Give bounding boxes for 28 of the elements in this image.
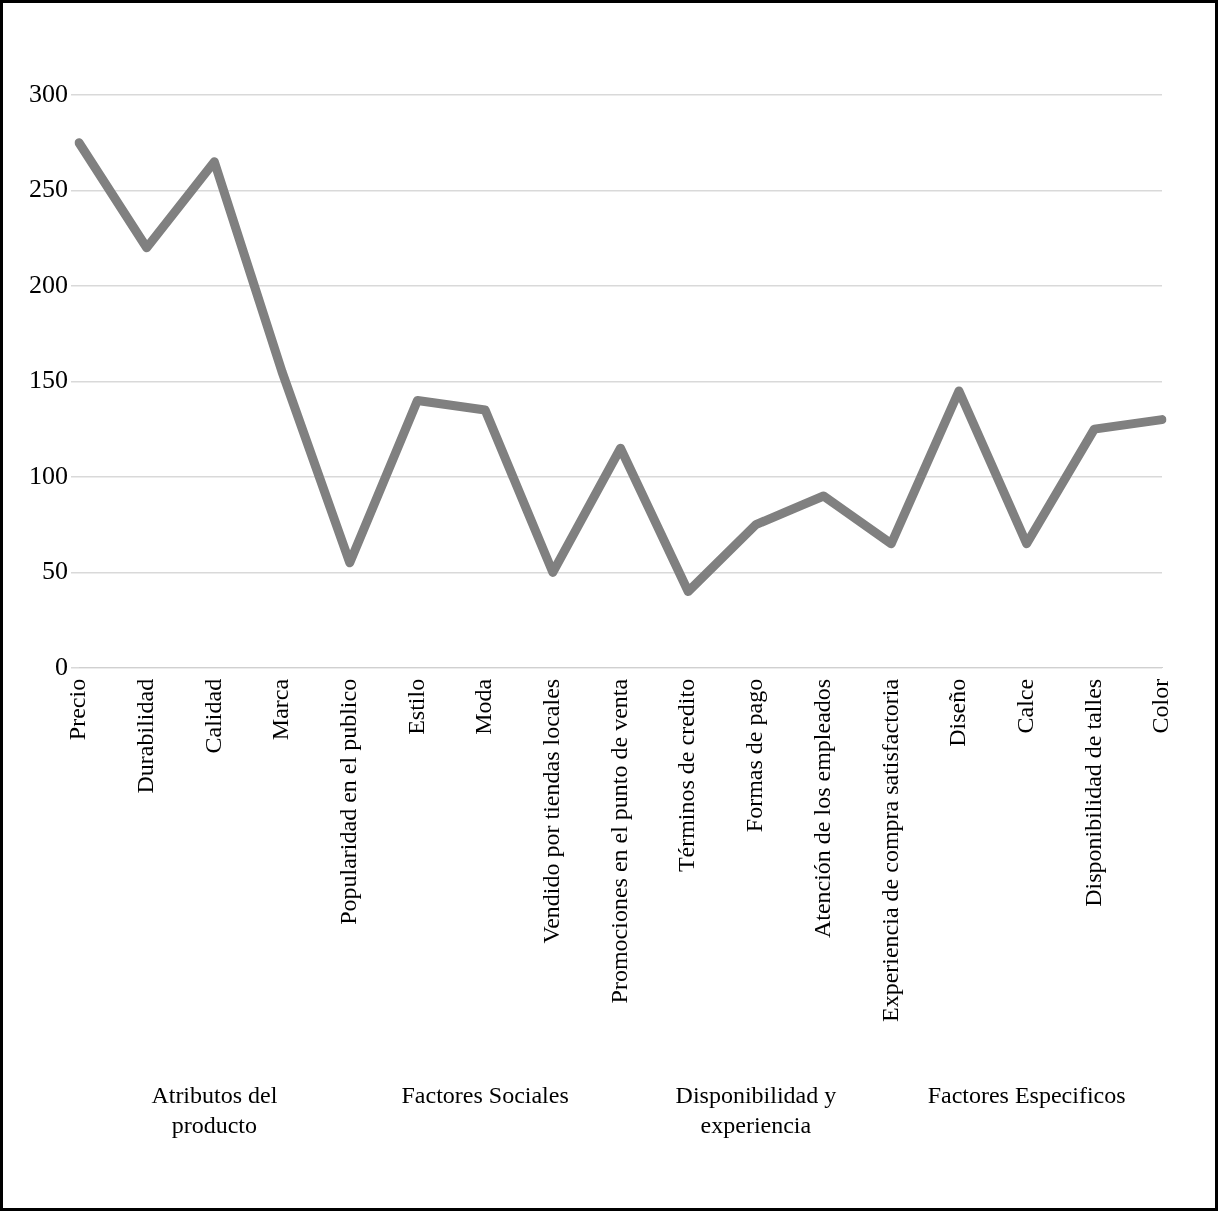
x-tick-label: Términos de credito xyxy=(673,678,700,873)
text: Factores Sociales xyxy=(401,1082,569,1109)
text: Factores Especificos xyxy=(927,1082,1126,1109)
x-tick-label: Estilo xyxy=(402,678,429,735)
x-tick-label: Vendido por tiendas locales xyxy=(538,678,565,944)
y-tick-label: 200 xyxy=(29,269,68,299)
x-tick-label: Experiencia de compra satisfactoria xyxy=(876,678,903,1023)
x-tick-label: Precio xyxy=(64,678,91,741)
x-tick-label: Promociones en el punto de venta xyxy=(605,678,632,1004)
y-tick-label: 50 xyxy=(42,556,68,586)
y-tick-label: 0 xyxy=(55,651,68,681)
x-tick-label: Durabilidad xyxy=(131,678,158,794)
x-tick-label: Moda xyxy=(470,678,497,735)
x-tick-label: Marca xyxy=(267,678,294,741)
y-tick-label: 100 xyxy=(29,460,68,490)
text: Disponibilidad y experiencia xyxy=(675,1082,837,1139)
x-tick-label: Calidad xyxy=(199,678,226,754)
text: Atributos del producto xyxy=(151,1082,278,1139)
x-tick-label: Diseño xyxy=(944,678,971,747)
x-tick-label: Atención de los empleados xyxy=(808,678,835,939)
x-tick-label: Calce xyxy=(1011,678,1038,734)
x-tick-label: Formas de pago xyxy=(741,678,768,833)
y-tick-label: 300 xyxy=(29,78,68,108)
y-tick-label: 250 xyxy=(29,174,68,204)
x-tick-label: Color xyxy=(1147,678,1174,734)
y-tick-label: 150 xyxy=(29,365,68,395)
x-tick-label: Popularidad en el publico xyxy=(335,678,362,925)
x-tick-label: Disponibilidad de talles xyxy=(1079,678,1106,907)
